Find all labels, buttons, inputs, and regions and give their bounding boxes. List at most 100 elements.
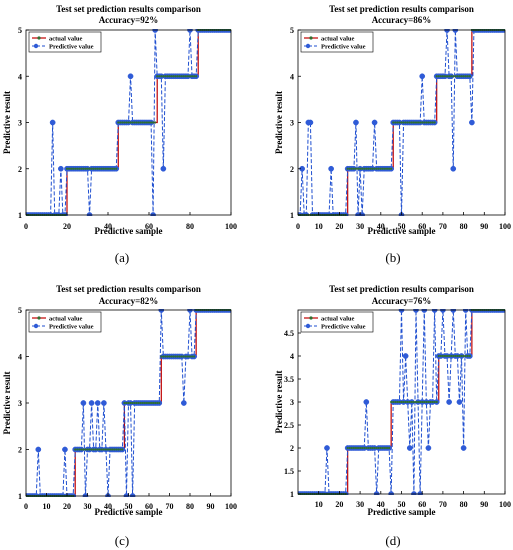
actual-point — [174, 75, 177, 78]
actual-point — [111, 167, 114, 170]
legend-box — [300, 311, 374, 333]
actual-point — [375, 446, 378, 450]
actual-point — [410, 121, 413, 124]
x-tick-label: 30 — [356, 222, 364, 231]
actual-point — [135, 401, 138, 405]
subplot-label-d: (d) — [385, 533, 400, 548]
actual-point — [147, 401, 151, 405]
actual-point — [154, 401, 157, 405]
actual-point — [154, 121, 157, 124]
chart-subtitle: Accuracy=92% — [99, 15, 159, 25]
actual-point — [143, 401, 146, 405]
actual-point — [350, 446, 353, 450]
actual-point — [195, 75, 198, 78]
legend-predicted-swatch-marker — [305, 323, 311, 329]
actual-point — [462, 354, 465, 358]
y-tick-label: 2 — [290, 165, 294, 174]
actual-point — [113, 448, 116, 451]
x-tick-label: 10 — [315, 222, 323, 231]
predicted-point — [58, 165, 64, 172]
legend-box — [300, 31, 374, 53]
x-tick-label: 60 — [145, 222, 153, 231]
actual-point — [193, 75, 196, 78]
actual-point — [160, 355, 163, 358]
predicted-point — [181, 400, 187, 406]
x-tick-label: 0 — [296, 222, 300, 231]
actual-point — [90, 167, 93, 170]
actual-point — [139, 401, 142, 405]
actual-point — [92, 448, 95, 451]
y-tick-label: 1 — [18, 211, 22, 220]
actual-point — [149, 401, 153, 405]
actual-point — [184, 75, 187, 78]
actual-point — [65, 167, 69, 170]
actual-point — [466, 75, 469, 78]
y-axis-label: Predictive result — [2, 91, 12, 154]
actual-point — [152, 121, 155, 124]
actual-point — [383, 446, 387, 450]
actual-point — [450, 354, 453, 358]
actual-point — [145, 401, 149, 405]
actual-point — [172, 75, 175, 78]
predicted-point — [307, 119, 314, 126]
actual-point — [396, 400, 399, 404]
actual-point — [468, 354, 471, 358]
actual-point — [94, 167, 97, 170]
x-tick-label: 40 — [104, 502, 112, 511]
legend-actual-swatch-marker — [309, 36, 313, 40]
subplot-b: Test set prediction results comparisonAc… — [274, 4, 511, 236]
actual-point — [106, 167, 110, 170]
actual-point — [406, 121, 409, 124]
actual-point — [354, 167, 358, 170]
x-tick-label: 60 — [418, 222, 426, 231]
y-tick-label: 1 — [18, 492, 22, 501]
actual-point — [162, 75, 165, 78]
actual-point — [100, 167, 103, 170]
predicted-point — [127, 73, 134, 80]
x-tick-label: 40 — [104, 222, 112, 231]
actual-point — [466, 354, 469, 358]
x-tick-label: 20 — [63, 222, 71, 231]
actual-point — [398, 400, 401, 404]
actual-point — [174, 355, 177, 358]
actual-point — [435, 400, 438, 404]
actual-point — [448, 75, 451, 78]
actual-point — [125, 121, 128, 124]
actual-point — [158, 75, 161, 78]
y-tick-label: 3 — [290, 119, 294, 128]
x-tick-label: 20 — [335, 500, 343, 509]
actual-point — [443, 75, 447, 78]
actual-point — [149, 121, 153, 124]
actual-point — [361, 167, 364, 170]
actual-point — [82, 167, 85, 170]
actual-point — [408, 121, 411, 124]
actual-point — [170, 355, 173, 358]
x-tick-label: 70 — [439, 500, 447, 509]
actual-point — [390, 167, 393, 170]
actual-point — [78, 167, 81, 170]
actual-point — [117, 121, 120, 124]
actual-point — [135, 121, 138, 124]
actual-point — [145, 121, 149, 124]
actual-point — [180, 355, 183, 358]
subplot-label-c: (c) — [115, 533, 129, 548]
actual-point — [462, 75, 465, 78]
predicted-point — [324, 445, 330, 451]
predicted-point — [456, 399, 463, 405]
x-axis-label: Predictive sample — [94, 507, 162, 517]
chart-title: Test set prediction results comparison — [56, 4, 201, 14]
actual-point — [141, 401, 144, 405]
y-tick-label: 3 — [18, 399, 22, 408]
actual-point — [373, 167, 376, 170]
x-tick-label: 90 — [480, 222, 488, 231]
actual-point — [119, 448, 122, 451]
actual-point — [102, 448, 105, 451]
actual-point — [387, 446, 391, 450]
actual-point — [379, 446, 382, 450]
actual-point — [354, 446, 358, 450]
actual-point — [400, 400, 403, 404]
actual-point — [88, 167, 91, 170]
actual-point — [396, 121, 399, 124]
y-axis-label: Predictive result — [2, 372, 12, 435]
actual-point — [143, 121, 146, 124]
